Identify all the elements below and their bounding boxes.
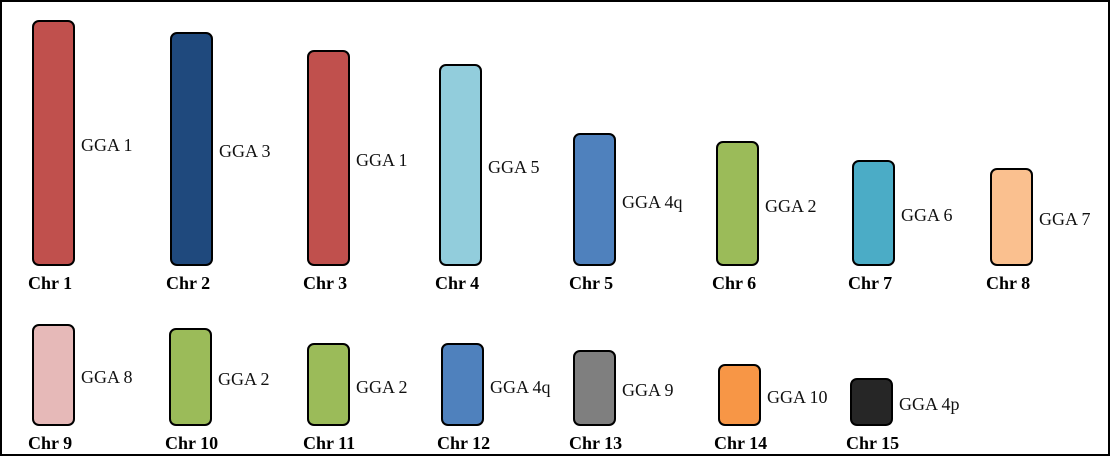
chr-11-label: Chr 11 [303,433,356,453]
chr-9-gga-label: GGA 8 [81,367,133,387]
chr-14-bar [718,364,761,426]
chr-9-label: Chr 9 [28,433,73,453]
chr-12-label: Chr 12 [437,433,491,453]
chr-3-gga-label: GGA 1 [356,150,408,170]
chr-11-gga-label: GGA 2 [356,377,408,397]
chr-2-bar [170,32,213,266]
chr-2-label: Chr 2 [166,273,211,293]
chr-6-label: Chr 6 [712,273,757,293]
chr-8-bar [990,168,1033,266]
chr-1-gga-label: GGA 1 [81,135,133,155]
chr-11-bar [307,343,350,426]
chr-15-bar [850,378,893,426]
chr-12-gga-label: GGA 4q [490,377,551,397]
chr-15-gga-label: GGA 4p [899,394,960,414]
chr-1-label: Chr 1 [28,273,73,293]
chr-5-gga-label: GGA 4q [622,192,683,212]
chr-14-label: Chr 14 [714,433,768,453]
chr-6-bar [716,141,759,266]
chr-2-gga-label: GGA 3 [219,141,271,161]
chr-10-label: Chr 10 [165,433,219,453]
chr-5-label: Chr 5 [569,273,614,293]
chr-10-bar [169,328,212,426]
chr-1-bar [32,20,75,266]
chr-3-bar [307,50,350,266]
chr-9-bar [32,324,75,426]
chr-4-label: Chr 4 [435,273,480,293]
chr-7-bar [852,160,895,266]
chr-15-label: Chr 15 [846,433,900,453]
chr-7-label: Chr 7 [848,273,893,293]
chr-13-bar [573,350,616,426]
chr-12-bar [441,343,484,426]
chr-13-label: Chr 13 [569,433,623,453]
chr-10-gga-label: GGA 2 [218,369,270,389]
chr-3-label: Chr 3 [303,273,348,293]
chr-8-gga-label: GGA 7 [1039,209,1091,229]
chr-6-gga-label: GGA 2 [765,196,817,216]
chr-14-gga-label: GGA 10 [767,387,828,407]
chr-8-label: Chr 8 [986,273,1031,293]
chr-5-bar [573,133,616,266]
chr-4-gga-label: GGA 5 [488,157,540,177]
chr-4-bar [439,64,482,266]
chr-7-gga-label: GGA 6 [901,205,953,225]
chr-13-gga-label: GGA 9 [622,380,674,400]
